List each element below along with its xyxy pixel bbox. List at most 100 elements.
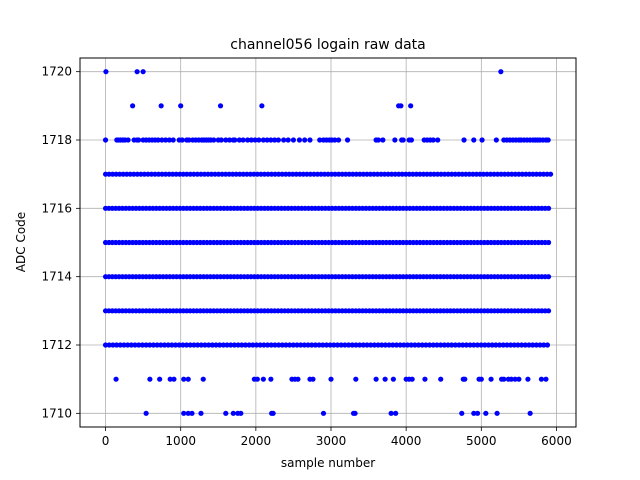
data-point — [165, 342, 171, 348]
data-point — [113, 376, 119, 382]
data-point — [349, 342, 355, 348]
data-point — [121, 342, 127, 348]
data-point — [132, 342, 138, 348]
data-point — [328, 376, 334, 382]
data-point — [423, 342, 429, 348]
data-point — [478, 342, 484, 348]
data-point — [310, 376, 316, 382]
data-point — [320, 342, 326, 348]
data-point — [526, 342, 532, 348]
data-point — [187, 342, 193, 348]
data-point — [185, 410, 191, 416]
data-point — [163, 137, 169, 143]
data-point — [375, 342, 381, 348]
data-point — [527, 410, 533, 416]
data-point — [474, 342, 481, 348]
data-point — [545, 205, 552, 211]
data-point — [276, 342, 282, 348]
y-tick-label: 1712 — [41, 338, 72, 352]
data-point — [545, 308, 552, 314]
data-point — [244, 137, 251, 143]
data-point — [493, 342, 499, 348]
data-point — [147, 342, 153, 348]
x-tick-label: 0 — [102, 434, 110, 448]
data-point — [169, 342, 175, 348]
data-point — [541, 342, 547, 348]
data-point — [516, 376, 522, 382]
data-point — [261, 342, 267, 348]
data-point — [545, 137, 551, 143]
data-point — [128, 342, 134, 348]
data-point — [312, 342, 319, 348]
x-tick-label: 3000 — [316, 434, 347, 448]
data-point — [134, 69, 140, 75]
data-point — [179, 137, 185, 143]
data-point — [485, 342, 492, 348]
data-point — [408, 137, 415, 143]
data-point — [511, 342, 517, 348]
data-point — [285, 137, 291, 143]
data-point — [316, 342, 322, 348]
data-point — [180, 342, 186, 348]
data-point — [195, 342, 201, 348]
data-point — [264, 342, 271, 348]
data-point — [272, 342, 278, 348]
data-point — [388, 410, 394, 416]
data-point — [268, 376, 274, 382]
data-point — [382, 376, 388, 382]
data-point — [456, 342, 462, 348]
data-point — [226, 137, 233, 143]
data-point — [200, 376, 206, 382]
data-point — [382, 342, 389, 348]
data-point — [257, 342, 263, 348]
data-point — [268, 342, 274, 348]
data-point — [154, 342, 160, 348]
data-point — [508, 376, 514, 382]
data-point — [419, 342, 425, 348]
y-tick-label: 1720 — [41, 65, 72, 79]
data-point — [353, 376, 359, 382]
y-tick-label: 1710 — [41, 406, 72, 420]
data-point — [185, 376, 191, 382]
data-point — [482, 342, 488, 348]
data-point — [353, 342, 359, 348]
data-point — [228, 342, 234, 348]
data-point — [202, 342, 208, 348]
data-point — [548, 171, 554, 177]
data-point — [320, 410, 327, 416]
data-point — [441, 342, 447, 348]
data-point — [386, 342, 392, 348]
data-point — [379, 342, 385, 348]
data-point — [114, 342, 120, 348]
data-point — [488, 376, 494, 382]
data-point — [390, 376, 396, 382]
data-point — [317, 137, 323, 143]
data-point — [264, 137, 270, 143]
data-point — [515, 342, 521, 348]
data-point — [260, 137, 266, 143]
data-point — [467, 342, 473, 348]
data-point — [136, 342, 142, 348]
data-point — [397, 342, 403, 348]
x-tick-label: 5000 — [466, 434, 497, 448]
data-point — [150, 342, 157, 348]
data-point — [213, 342, 219, 348]
data-point — [283, 342, 289, 348]
data-point — [494, 410, 500, 416]
data-point — [401, 342, 407, 348]
data-point — [224, 342, 230, 348]
data-point — [543, 376, 549, 382]
data-point — [259, 103, 265, 109]
x-tick-label: 2000 — [241, 434, 272, 448]
data-point — [371, 342, 377, 348]
data-point — [143, 410, 149, 416]
data-point — [404, 342, 411, 348]
data-point — [130, 103, 136, 109]
x-axis-ticks: 0 1000 2000 3000 4000 5000 6000 — [102, 427, 572, 448]
data-point — [498, 69, 504, 75]
data-point — [471, 410, 477, 416]
data-point — [183, 342, 190, 348]
data-point — [412, 342, 418, 348]
data-point — [260, 376, 266, 382]
data-point — [246, 342, 252, 348]
